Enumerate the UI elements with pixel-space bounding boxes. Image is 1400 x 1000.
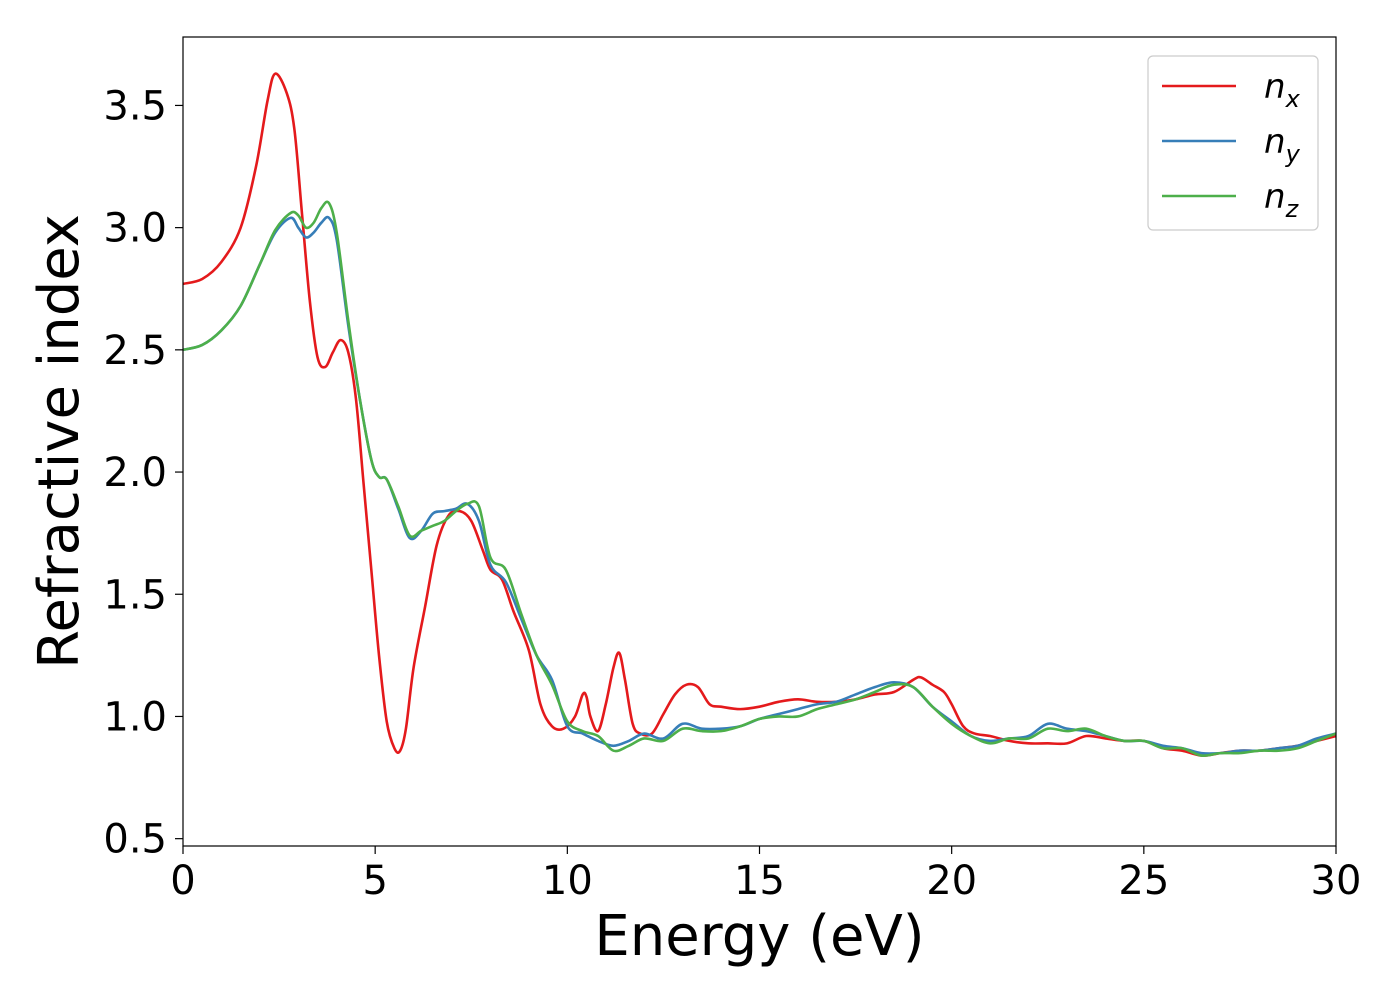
y-tick-label: 0.5 [103,817,167,863]
x-tick-label: 0 [170,858,195,904]
x-tick-label: 25 [1118,858,1169,904]
x-tick-label: 30 [1311,858,1362,904]
y-tick-label: 1.5 [103,572,167,618]
legend: nx ny nz [1147,55,1319,231]
y-tick-label: 2.5 [103,328,167,374]
series-layer [183,72,1336,758]
legend-label-y: ny [1264,122,1301,168]
legend-label-z: nz [1264,177,1300,223]
x-axis: 0 5 10 15 20 25 30 [170,846,1361,904]
y-tick-label: 3.5 [103,83,167,129]
x-tick-label: 5 [362,858,387,904]
x-axis-label: Energy (eV) [594,904,924,969]
series-line-z [183,200,1336,758]
y-axis: 0.5 1.0 1.5 2.0 2.5 3.0 3.5 [103,83,183,863]
legend-label-x: nx [1264,67,1301,113]
y-tick-label: 3.0 [103,206,167,252]
legend-box [1147,55,1319,231]
x-tick-label: 20 [926,858,977,904]
x-tick-label: 10 [542,858,593,904]
y-tick-label: 2.0 [103,450,167,496]
y-axis-label: Refractive index [27,214,92,669]
x-tick-label: 15 [734,858,785,904]
series-line-x [183,72,1336,757]
y-tick-label: 1.0 [103,694,167,740]
